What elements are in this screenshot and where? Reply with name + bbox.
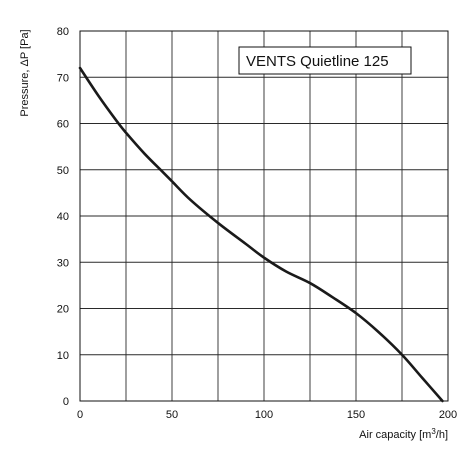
- y-axis-ticks: 0 10 20 30 40 50 60 70 80: [57, 26, 69, 408]
- legend-label: VENTS Quietline 125: [246, 53, 389, 70]
- y-tick-label: 0: [63, 396, 69, 408]
- x-tick-label: 100: [255, 409, 273, 421]
- y-tick-label: 40: [57, 211, 69, 223]
- x-tick-label: 200: [439, 409, 457, 421]
- y-tick-label: 80: [57, 26, 69, 38]
- x-tick-label: 150: [347, 409, 365, 421]
- x-tick-label: 0: [77, 409, 83, 421]
- y-tick-label: 60: [57, 119, 69, 131]
- x-axis-title: Air capacity [m3/h]: [359, 427, 448, 442]
- x-axis-title-superscript: 3: [431, 427, 436, 436]
- legend-box: [238, 46, 412, 75]
- legend: VENTS Quietline 125: [238, 46, 412, 75]
- plot-frame: [79, 30, 449, 402]
- y-tick-label: 10: [57, 350, 69, 362]
- y-tick-label: 70: [57, 72, 69, 84]
- y-tick-label: 30: [57, 257, 69, 269]
- x-axis-ticks: 0 50 100 150 200: [77, 409, 457, 421]
- x-axis-title-prefix: Air capacity [m: [359, 429, 431, 441]
- y-tick-label: 20: [57, 304, 69, 316]
- x-tick-label: 50: [166, 409, 178, 421]
- series-line: [78, 66, 444, 403]
- series-layer: [78, 66, 444, 403]
- x-axis-title-suffix: /h]: [436, 429, 448, 441]
- y-axis-title: Pressure, ΔP [Pa]: [19, 29, 31, 116]
- y-tick-label: 50: [57, 165, 69, 177]
